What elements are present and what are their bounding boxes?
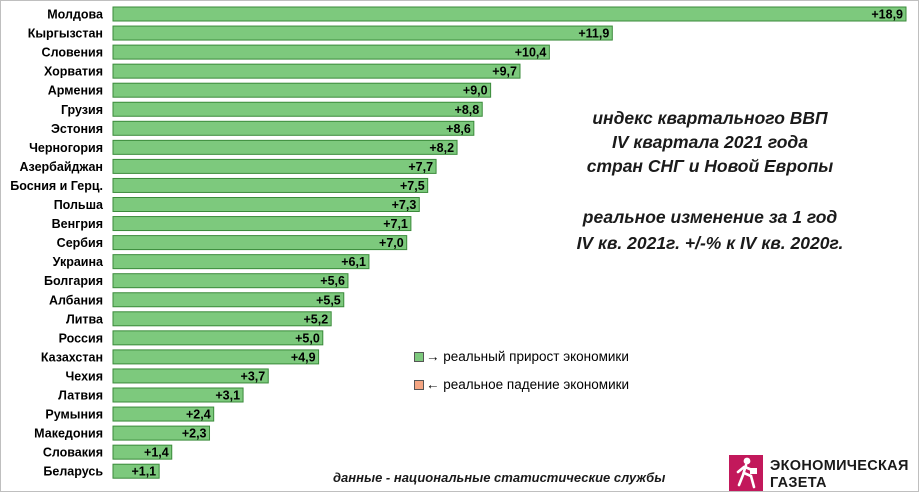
value-label: +5,0 [295, 331, 320, 345]
value-label: +2,3 [182, 427, 207, 441]
bar [112, 44, 550, 60]
legend-label-decline: ← реальное падение экономики [426, 377, 630, 392]
category-label: Армения [48, 84, 103, 98]
title-line-2: IV квартала 2021 года [612, 132, 808, 152]
category-label: Македония [34, 427, 103, 441]
value-label: +8,2 [429, 141, 454, 155]
category-label: Грузия [61, 103, 103, 117]
value-label: +3,7 [241, 369, 266, 383]
bar [112, 387, 244, 403]
value-label: +1,1 [131, 465, 156, 479]
chart-subtitle: реальное изменение за 1 год IV кв. 2021г… [530, 204, 890, 256]
bar [112, 216, 412, 232]
bar [112, 368, 269, 384]
bar [112, 25, 613, 41]
bar [112, 82, 492, 98]
bar [112, 311, 332, 327]
title-line-1: индекс квартального ВВП [592, 108, 828, 128]
value-label: +4,9 [291, 350, 316, 364]
value-label: +7,0 [379, 236, 404, 250]
logo-text-line-1: ЭКОНОМИЧЕСКАЯ [770, 458, 909, 474]
title-line-3: стран СНГ и Новой Европы [586, 156, 834, 176]
bar [112, 273, 349, 289]
source-note: данные - национальные статистические слу… [333, 470, 666, 485]
value-label: +11,9 [578, 27, 609, 41]
publisher-logo: ЭКОНОМИЧЕСКАЯ ГАЗЕТА [729, 453, 917, 491]
bar [112, 463, 160, 479]
bar [112, 292, 345, 308]
category-label: Чехия [66, 369, 104, 383]
bar [112, 330, 324, 346]
value-label: +7,3 [392, 198, 417, 212]
value-label: +18,9 [871, 8, 903, 22]
category-label: Босния и Герц. [10, 179, 103, 193]
category-label: Литва [66, 312, 104, 326]
category-label: Латвия [58, 389, 103, 403]
subtitle-line-2: IV кв. 2021г. +/-% к IV кв. 2020г. [576, 233, 844, 253]
value-label: +7,5 [400, 179, 425, 193]
category-label: Беларусь [43, 465, 103, 479]
walking-figure-icon [729, 455, 763, 491]
legend-label-growth: → реальный прирост экономики [426, 349, 629, 364]
bar [112, 101, 483, 117]
category-label: Словакия [43, 446, 103, 460]
value-label: +8,6 [446, 122, 471, 136]
bar [112, 6, 907, 22]
value-label: +1,4 [144, 446, 169, 460]
subtitle-line-1: реальное изменение за 1 год [582, 207, 838, 227]
bar [112, 425, 211, 441]
chart-title: индекс квартального ВВП IV квартала 2021… [530, 106, 890, 178]
bar [112, 444, 173, 460]
bar [112, 63, 521, 79]
bar [112, 120, 475, 136]
bar [112, 235, 408, 251]
legend-item-decline: ← реальное падение экономики [414, 377, 629, 392]
category-label: Черногория [29, 141, 103, 155]
category-label: Болгария [44, 274, 103, 288]
category-label: Польша [54, 198, 104, 212]
category-labels: Молдова Кыргызстан Словения Хорватия Армения… [10, 8, 104, 479]
category-label: Хорватия [44, 65, 103, 79]
value-label: +6,1 [341, 255, 366, 269]
category-label: Эстония [51, 122, 103, 136]
category-label: Азербайджан [20, 160, 103, 174]
value-label: +2,4 [186, 408, 211, 422]
value-label: +10,4 [515, 46, 547, 60]
legend-swatch-growth [414, 351, 424, 362]
value-label: +5,5 [316, 293, 341, 307]
category-label: Украина [53, 255, 104, 269]
bar [112, 158, 437, 174]
category-label: Словения [42, 46, 103, 60]
bar [112, 254, 370, 270]
value-labels: +18,9 +11,9 +10,4 +9,7 +9,0 +8,8 +8,6 +8,2 +7,7 +… [131, 8, 903, 479]
value-label: +3,1 [215, 389, 240, 403]
value-label: +5,6 [320, 274, 345, 288]
bar [112, 177, 429, 193]
bar [112, 349, 320, 365]
value-label: +7,1 [383, 217, 408, 231]
value-label: +7,7 [408, 160, 433, 174]
category-label: Сербия [57, 236, 103, 250]
category-label: Кыргызстан [28, 27, 103, 41]
category-label: Казахстан [41, 350, 103, 364]
bar [112, 139, 458, 155]
value-label: +9,7 [492, 65, 517, 79]
logo-text-line-2: ГАЗЕТА [770, 475, 827, 491]
value-label: +5,2 [303, 312, 328, 326]
category-label: Румыния [45, 408, 103, 422]
bars [112, 6, 907, 479]
bar [112, 406, 215, 422]
value-label: +8,8 [455, 103, 480, 117]
legend-item-growth: → реальный прирост экономики [414, 349, 629, 364]
category-label: Молдова [47, 8, 104, 22]
legend-swatch-decline [414, 379, 424, 390]
category-label: Албания [49, 293, 103, 307]
category-label: Россия [59, 331, 103, 345]
bar [112, 197, 420, 212]
value-label: +9,0 [463, 84, 488, 98]
category-label: Венгрия [52, 217, 103, 231]
